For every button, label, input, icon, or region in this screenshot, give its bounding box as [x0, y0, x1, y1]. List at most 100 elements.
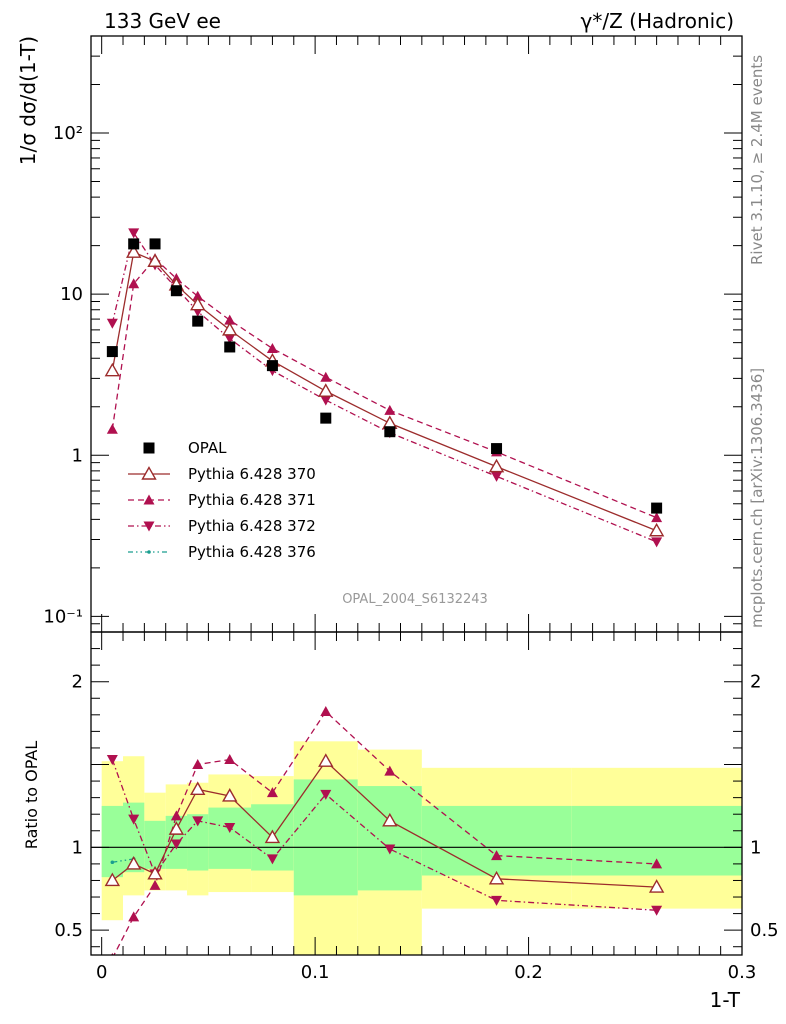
- ratio-point: [168, 821, 185, 835]
- green-band-bin: [187, 814, 209, 871]
- ratio-point: [384, 844, 396, 855]
- data-point: [491, 471, 503, 482]
- ratio-point: [224, 822, 236, 833]
- analysis-id-label: OPAL_2004_S6132243: [342, 592, 488, 607]
- ratio-point: [651, 905, 663, 916]
- ratio-point: [104, 872, 121, 887]
- legend-label: OPAL: [188, 439, 227, 457]
- data-point: [320, 412, 332, 424]
- data-point: [651, 537, 663, 548]
- ratio-line: [112, 858, 134, 863]
- ratio-point: [128, 814, 140, 825]
- data-point: [128, 228, 140, 239]
- data-point: [266, 360, 278, 372]
- ratio-point: [192, 816, 204, 827]
- ratio-point: [170, 839, 182, 850]
- data-point: [125, 244, 142, 258]
- data-point: [651, 512, 663, 523]
- ratio-point: [648, 879, 665, 893]
- data-point: [318, 383, 334, 397]
- main-y-tick-label: 10²: [53, 123, 83, 144]
- legend-label: Pythia 6.428 376: [188, 543, 316, 561]
- ratio-point: [384, 765, 396, 776]
- legend: OPAL Pythia 6.428 370 Pythia 6.428 371 Pyth…: [128, 439, 316, 561]
- x-tick-label: 0.2: [514, 962, 543, 983]
- ratio-point: [190, 781, 206, 796]
- main-ylabel: 1/σ dσ/d(1-T): [16, 36, 40, 165]
- data-point: [192, 315, 204, 327]
- ratio-point: [125, 855, 142, 870]
- green-band-bin: [101, 805, 124, 878]
- ratio-point: [149, 879, 161, 890]
- main-plot-area: [104, 228, 665, 548]
- data-point: [266, 342, 278, 353]
- main-y-tick-label: 10: [60, 284, 83, 305]
- legend-marker: [143, 442, 155, 454]
- main-y-tick-label: 1: [72, 445, 83, 466]
- data-point: [384, 426, 396, 438]
- ratio-point: [382, 812, 398, 827]
- data-point: [170, 285, 182, 297]
- legend-entry-1: Pythia 6.428 370: [128, 465, 316, 483]
- x-tick-label: 0.3: [728, 962, 757, 983]
- series-0: [106, 238, 663, 514]
- data-point: [320, 371, 332, 382]
- data-point: [384, 404, 396, 415]
- legend-marker: [143, 521, 155, 532]
- data-point: [222, 321, 238, 336]
- ratio-point: [110, 860, 115, 865]
- rivet-version-label: Rivet 3.1.10, ≥ 2.4M events: [748, 55, 766, 265]
- data-point: [190, 296, 206, 311]
- ratio-point: [147, 865, 163, 880]
- legend-entry-0: OPAL: [143, 439, 227, 457]
- data-point: [320, 395, 332, 406]
- data-point: [224, 334, 236, 345]
- axes: 10⁻¹ 1 10 10² 0 0.1 0.2 0.3 0.5 0.5 1 1 2 2: [43, 35, 779, 983]
- green-band-bin: [123, 802, 145, 873]
- data-point: [147, 253, 163, 267]
- ratio-y-tick-label-right: 1: [750, 837, 761, 858]
- ratio-point: [224, 754, 236, 765]
- ratio-point: [266, 787, 278, 798]
- ratio-point: [106, 755, 118, 766]
- data-point: [491, 443, 503, 455]
- ratio-point: [111, 952, 114, 955]
- ratio-plot-frame: [90, 631, 743, 956]
- data-point: [106, 423, 118, 434]
- ratio-series-1: [111, 706, 663, 955]
- data-point: [488, 458, 505, 473]
- header-left-label: 133 GeV ee: [104, 9, 221, 33]
- ratio-point: [491, 895, 503, 906]
- data-point: [106, 318, 118, 329]
- x-tick-label: 0: [96, 962, 107, 983]
- ratio-point: [192, 759, 204, 770]
- ratio-point: [128, 911, 140, 922]
- legend-marker: [143, 494, 155, 505]
- data-point: [224, 314, 236, 325]
- ratio-point: [266, 854, 278, 865]
- ratio-point: [264, 829, 281, 844]
- legend-label: Pythia 6.428 370: [188, 465, 316, 483]
- ratio-xlabel: 1-T: [710, 988, 741, 1012]
- ratio-series-2: [106, 755, 663, 916]
- green-band-bin: [208, 807, 252, 869]
- green-band-bin: [144, 820, 166, 869]
- mcplots-label: mcplots.cern.ch [arXiv:1306.3436]: [748, 368, 766, 628]
- ratio-uncertainty-bands: [101, 741, 742, 955]
- legend-marker: [141, 466, 157, 480]
- data-point: [651, 502, 663, 514]
- main-y-tick-label: 10⁻¹: [43, 606, 83, 627]
- ratio-point: [170, 810, 182, 821]
- series-line: [111, 231, 657, 543]
- legend-marker: [147, 550, 151, 554]
- header-right-label: γ*/Z (Hadronic): [581, 9, 734, 33]
- data-point: [648, 522, 665, 537]
- data-point: [128, 278, 140, 289]
- ratio-point: [320, 789, 332, 800]
- green-band-bin: [357, 786, 422, 891]
- ratio-point: [222, 788, 238, 802]
- legend-entry-4: Pythia 6.428 376: [128, 543, 316, 561]
- ratio-point: [320, 706, 332, 717]
- series-line: [111, 251, 657, 532]
